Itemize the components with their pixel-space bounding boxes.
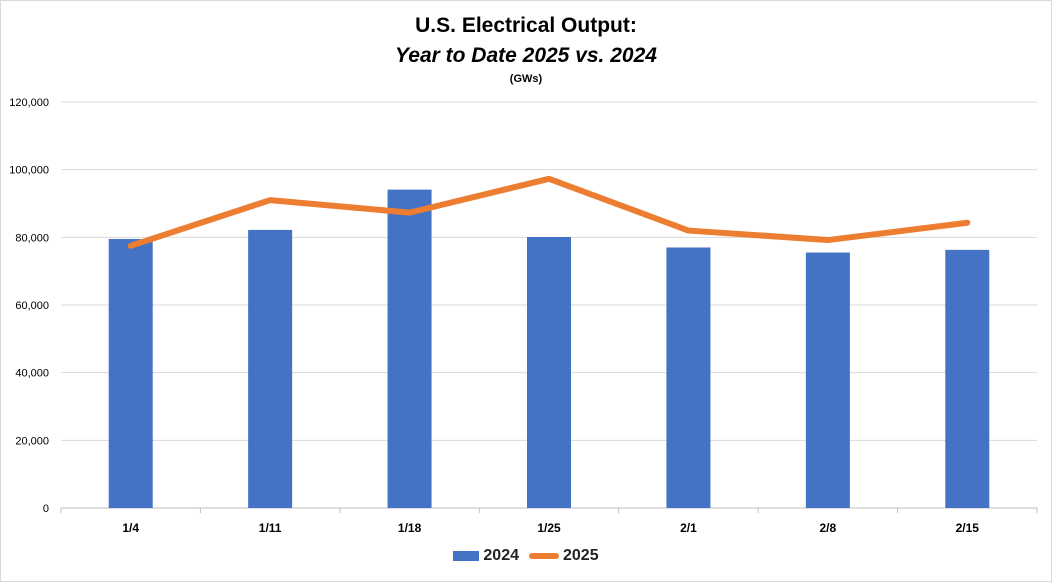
x-tick-label: 2/1 [680,521,697,535]
y-tick-label: 120,000 [9,97,49,109]
bar-2024 [387,189,432,508]
bar-2024 [805,252,850,508]
bar-2024 [666,247,711,508]
x-tick-label: 2/8 [820,521,837,535]
y-tick-label: 0 [43,503,49,515]
legend-swatch-2025 [529,553,559,559]
legend-item-2024: 2024 [453,547,519,565]
legend-swatch-2024 [453,551,480,561]
point-2025 [964,220,970,226]
chart-title: U.S. Electrical Output: [415,14,637,37]
point-2025 [825,237,831,243]
point-2025 [546,176,552,182]
legend-label-2024: 2024 [483,547,519,564]
y-tick-label: 20,000 [15,435,49,447]
bar-2024 [108,239,153,508]
chart-unit-label: (GWs) [509,73,543,85]
chart-title-block: U.S. Electrical Output: Year to Date 202… [1,11,1051,87]
chart-subtitle: Year to Date 2025 vs. 2024 [395,44,657,67]
legend: 2024 2025 [1,547,1051,565]
x-tick-label: 2/15 [956,521,980,535]
x-tick-label: 1/18 [398,521,422,535]
point-2025 [685,228,691,234]
point-2025 [267,197,273,203]
point-2025 [128,243,134,249]
bar-2024 [527,236,571,508]
y-tick-label: 100,000 [9,165,49,177]
y-tick-label: 40,000 [15,368,49,380]
plot-area: 0 20,000 40,000 60,000 80,000 100,000 120,000 1… [9,97,1038,535]
x-tick-label: 1/25 [537,521,561,535]
point-2025 [407,210,413,216]
legend-label-2025: 2025 [563,547,599,564]
y-tick-label: 60,000 [15,300,49,312]
y-tick-label: 80,000 [15,232,49,244]
x-tick-label: 1/11 [259,521,282,535]
x-tick-label: 1/4 [122,521,139,535]
bar-2024 [248,229,293,508]
legend-item-2025: 2025 [529,547,599,565]
bar-2024 [945,249,990,508]
